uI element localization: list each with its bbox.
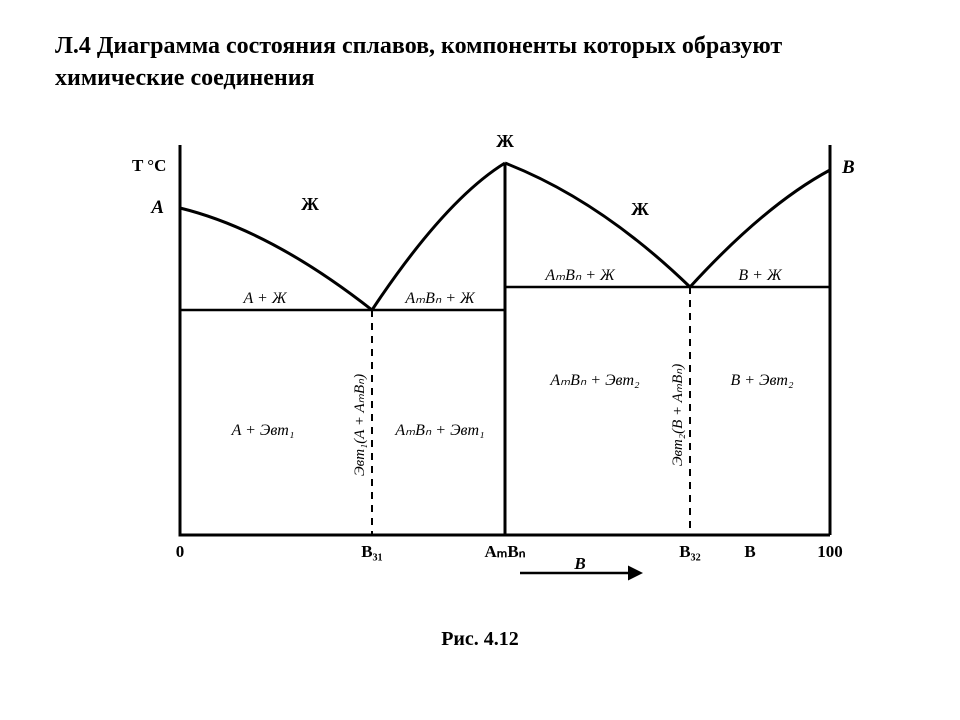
svg-text:100: 100	[817, 542, 843, 561]
svg-text:AₘBₙ + Ж: AₘBₙ + Ж	[404, 290, 476, 307]
phase-diagram: T °C 0 B₃₁ AₘBₙ B₃₂ B 100 B Ж Ж Ж A B A + Ж AₘBₙ + Ж Aₘ…	[100, 115, 860, 585]
svg-text:Эвт₂(B + AₘBₙ): Эвт₂(B + AₘBₙ)	[670, 364, 686, 467]
svg-text:AₘBₙ + Эвт₁: AₘBₙ + Эвт₁	[394, 422, 484, 439]
svg-text:T °C: T °C	[132, 156, 166, 175]
svg-text:B₃₂: B₃₂	[679, 542, 701, 561]
svg-text:Ж: Ж	[631, 199, 649, 219]
svg-text:B: B	[841, 157, 855, 178]
svg-text:B + Ж: B + Ж	[738, 267, 783, 284]
svg-text:Ж: Ж	[301, 194, 319, 214]
svg-text:B + Эвт₂: B + Эвт₂	[730, 372, 794, 389]
svg-text:A: A	[150, 197, 164, 218]
svg-text:Ж: Ж	[496, 131, 514, 151]
svg-text:AₘBₙ + Эвт₂: AₘBₙ + Эвт₂	[549, 372, 640, 389]
svg-text:A + Эвт₁: A + Эвт₁	[231, 422, 295, 439]
svg-text:B₃₁: B₃₁	[361, 542, 383, 561]
page-title: Л.4 Диаграмма состояния сплавов, компоне…	[55, 30, 875, 95]
page-root: Л.4 Диаграмма состояния сплавов, компоне…	[0, 0, 960, 720]
svg-text:AₘBₙ: AₘBₙ	[485, 542, 526, 561]
svg-text:B: B	[573, 554, 585, 573]
figure-caption: Рис. 4.12	[0, 628, 960, 651]
phase-diagram-svg: T °C 0 B₃₁ AₘBₙ B₃₂ B 100 B Ж Ж Ж A B A + Ж AₘBₙ + Ж Aₘ…	[100, 115, 860, 585]
svg-text:A + Ж: A + Ж	[243, 290, 288, 307]
svg-text:0: 0	[176, 542, 185, 561]
svg-text:Эвт₁(A + AₘBₙ): Эвт₁(A + AₘBₙ)	[352, 374, 368, 476]
svg-text:AₘBₙ + Ж: AₘBₙ + Ж	[544, 267, 616, 284]
svg-text:B: B	[744, 542, 755, 561]
